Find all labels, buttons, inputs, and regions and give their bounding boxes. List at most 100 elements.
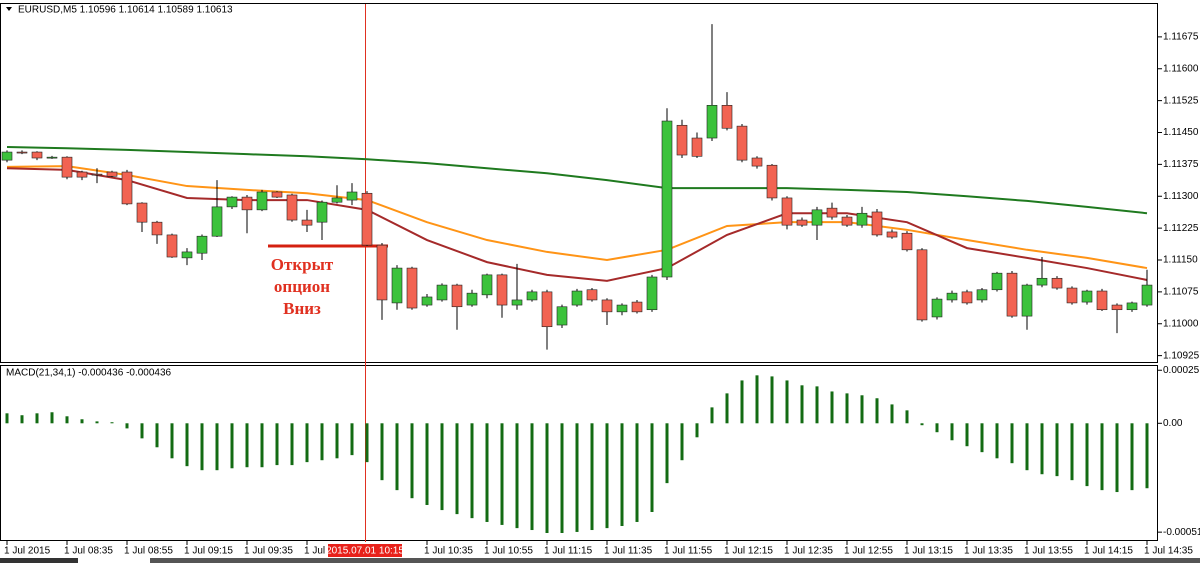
moving-average bbox=[6, 145, 1148, 215]
macd-bar bbox=[590, 423, 594, 531]
macd-bar bbox=[515, 423, 519, 529]
candle-body bbox=[481, 274, 493, 296]
candle-body bbox=[856, 212, 868, 226]
macd-bar bbox=[800, 385, 804, 424]
candle-body bbox=[661, 120, 673, 278]
candle-body bbox=[811, 209, 823, 226]
macd-bar bbox=[1070, 423, 1074, 481]
candle-body bbox=[181, 251, 193, 259]
macd-bar bbox=[275, 423, 279, 466]
macd-bar bbox=[920, 423, 924, 426]
x-tick-label: 1 Jul 14:15 bbox=[1084, 546, 1133, 557]
candle-body bbox=[526, 291, 538, 301]
candle-body bbox=[1066, 287, 1078, 304]
candle-body bbox=[436, 284, 448, 301]
candle-body bbox=[91, 173, 103, 176]
candle-body bbox=[1, 151, 13, 161]
x-tick-label: 1 Jul 12:55 bbox=[844, 546, 893, 557]
macd-bar bbox=[545, 423, 549, 533]
scroll-bar bbox=[150, 558, 1200, 563]
chart-title: EURUSD,M5 1.10596 1.10614 1.10589 1.1061… bbox=[18, 5, 233, 16]
macd-bar bbox=[680, 423, 684, 461]
macd-bar bbox=[980, 423, 984, 453]
x-tick-label: 1 Jul 2015 bbox=[4, 546, 51, 557]
candle-body bbox=[676, 124, 688, 156]
macd-bar bbox=[35, 413, 39, 424]
macd-bar bbox=[1100, 423, 1104, 491]
menu-arrow[interactable] bbox=[6, 7, 12, 11]
candle-body bbox=[106, 171, 118, 177]
candle-body bbox=[301, 219, 313, 226]
candle-body bbox=[151, 221, 163, 236]
candle-body bbox=[826, 207, 838, 218]
macd-bar bbox=[440, 423, 444, 511]
macd-bar bbox=[815, 386, 819, 424]
x-tick-label: 1 Jul 10:35 bbox=[424, 546, 473, 557]
annotation: опцион bbox=[274, 277, 330, 296]
macd-bar bbox=[80, 419, 84, 424]
candle-body bbox=[946, 292, 958, 301]
candle-body bbox=[331, 197, 343, 203]
x-tick-label: 1 Jul 09:15 bbox=[184, 546, 233, 557]
candle-body bbox=[616, 304, 628, 313]
candle-body bbox=[766, 164, 778, 199]
x-tick-label: 1 Jul 13:35 bbox=[964, 546, 1013, 557]
macd-bar bbox=[155, 423, 159, 448]
cursor-label-box bbox=[328, 544, 402, 557]
tab-bar bbox=[0, 558, 78, 563]
candle-body bbox=[1036, 277, 1048, 286]
macd-bar bbox=[530, 423, 534, 531]
macd-bar bbox=[875, 398, 879, 424]
macd-bar bbox=[1145, 423, 1149, 489]
macd-bar bbox=[1010, 423, 1014, 464]
macd-bar bbox=[560, 423, 564, 533]
macd-bar bbox=[185, 423, 189, 467]
candle-body bbox=[976, 289, 988, 301]
macd-bar bbox=[665, 423, 669, 484]
x-tick-label: 1 Jul 12:35 bbox=[784, 546, 833, 557]
y-tick-label: 1.11525 bbox=[1163, 95, 1199, 106]
macd-bar bbox=[905, 410, 909, 424]
macd-bar bbox=[965, 423, 969, 447]
candle-body bbox=[886, 231, 898, 238]
macd-bar bbox=[395, 423, 399, 491]
y-tick-label: 1.11450 bbox=[1163, 127, 1199, 138]
candle-body bbox=[1021, 284, 1033, 317]
macd-bar bbox=[140, 423, 144, 439]
candle-body bbox=[226, 196, 238, 208]
candle-body bbox=[706, 105, 718, 139]
macd-bar bbox=[260, 423, 264, 468]
macd-bar bbox=[1025, 423, 1029, 471]
candle-body bbox=[406, 267, 418, 309]
macd-bar bbox=[305, 423, 309, 463]
macd-bar bbox=[335, 423, 339, 459]
moving-average bbox=[6, 165, 1148, 270]
candle-body bbox=[16, 151, 28, 154]
x-tick-label: 1 Jul 13:15 bbox=[904, 546, 953, 557]
candle-body bbox=[196, 235, 208, 254]
y-tick-label: 1.11075 bbox=[1163, 287, 1199, 298]
candle-body bbox=[166, 234, 178, 258]
candle-body bbox=[466, 292, 478, 306]
candle-body bbox=[451, 284, 463, 308]
candle-body bbox=[796, 219, 808, 226]
macd-bar bbox=[500, 423, 504, 525]
macd-bar bbox=[95, 421, 99, 424]
candle-body bbox=[901, 232, 913, 251]
candle-body bbox=[391, 267, 403, 304]
macd-bar bbox=[935, 423, 939, 433]
x-tick-label: 1 Jul 11:15 bbox=[544, 546, 593, 557]
candle-body bbox=[691, 137, 703, 157]
candle-body bbox=[31, 151, 43, 159]
y-tick-label: 0.00025 bbox=[1163, 365, 1200, 376]
candle-body bbox=[871, 211, 883, 236]
macd-bar bbox=[1130, 423, 1134, 491]
macd-bar bbox=[65, 416, 69, 424]
macd-bar bbox=[1085, 423, 1089, 487]
macd-bar bbox=[470, 423, 474, 519]
candle-body bbox=[841, 216, 853, 226]
macd-bar bbox=[1055, 423, 1059, 477]
y-tick-label: 0.00 bbox=[1163, 418, 1183, 429]
candle-body bbox=[346, 191, 358, 201]
